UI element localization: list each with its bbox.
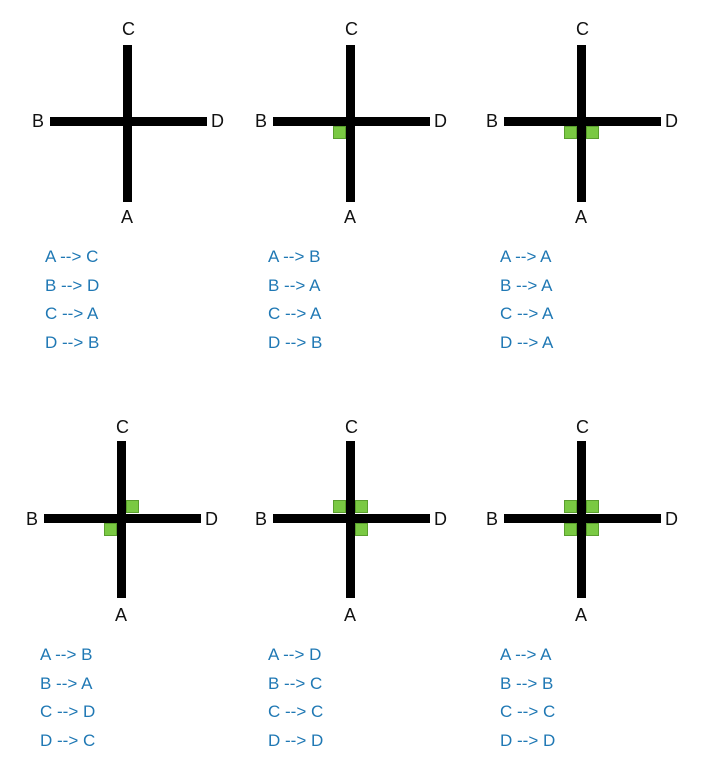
occupied-cell (586, 126, 599, 139)
label-right: D (665, 111, 678, 131)
occupied-cell (564, 126, 577, 139)
rule-item: A --> C (45, 247, 99, 266)
label-left: B (486, 111, 499, 131)
label-right: D (205, 509, 218, 529)
occupied-cell (586, 500, 599, 513)
horizontal-road (50, 117, 207, 126)
label-left: B (26, 509, 39, 529)
rule-item: C --> D (40, 702, 96, 721)
label-bottom: A (121, 207, 134, 227)
occupied-cell (104, 523, 117, 536)
occupied-cell (586, 523, 599, 536)
rule-item: D --> B (268, 332, 323, 352)
rule-item: C --> A (500, 304, 554, 323)
label-right: D (434, 509, 447, 529)
rules-list: A --> B B --> A C --> A D --> B (268, 243, 322, 357)
rules-list: A --> C B --> D C --> A D --> B (45, 243, 99, 357)
label-bottom: A (344, 605, 357, 625)
rules-list: A --> B B --> A C --> D D --> C (40, 641, 95, 755)
occupied-cell (333, 126, 346, 139)
label-top: C (576, 417, 589, 437)
label-top: C (345, 417, 358, 437)
rule-item: C --> C (500, 702, 556, 721)
horizontal-road (273, 514, 430, 523)
occupied-cell (564, 523, 577, 536)
rules-list: A --> A B --> A C --> A D --> A (500, 243, 553, 357)
rules-list: A --> D B --> C C --> C D --> D (268, 641, 323, 755)
rule-item: A --> B (268, 247, 321, 266)
rules-list: A --> A B --> B C --> C D --> D (500, 641, 555, 755)
label-bottom: A (575, 605, 588, 625)
label-left: B (255, 111, 268, 131)
label-bottom: A (575, 207, 588, 227)
rule-item: B --> A (40, 673, 93, 693)
label-top: C (122, 19, 135, 39)
rule-item: B --> A (268, 275, 321, 295)
label-left: B (255, 509, 268, 529)
label-bottom: A (115, 605, 128, 625)
occupied-cell (355, 500, 368, 513)
label-right: D (665, 509, 678, 529)
rule-item: D --> B (45, 332, 100, 352)
horizontal-road (44, 514, 201, 523)
occupied-cell (126, 500, 139, 513)
rule-item: C --> A (45, 304, 99, 323)
rule-item: D --> A (500, 332, 554, 352)
occupied-cell (355, 523, 368, 536)
occupied-cell (333, 500, 346, 513)
rule-item: B --> D (45, 275, 100, 295)
label-top: C (576, 19, 589, 39)
label-top: C (345, 19, 358, 39)
rule-item: A --> B (40, 645, 93, 664)
label-top: C (116, 417, 129, 437)
rule-item: B --> A (500, 275, 553, 295)
rule-item: D --> D (268, 730, 324, 750)
rule-item: D --> C (40, 730, 96, 750)
horizontal-road (504, 514, 661, 523)
rule-item: B --> C (268, 673, 323, 693)
rule-item: D --> D (500, 730, 556, 750)
label-right: D (434, 111, 447, 131)
horizontal-road (273, 117, 430, 126)
rule-item: A --> D (268, 645, 322, 664)
occupied-cell (564, 500, 577, 513)
horizontal-road (504, 117, 661, 126)
label-bottom: A (344, 207, 357, 227)
label-right: D (211, 111, 224, 131)
label-left: B (32, 111, 45, 131)
label-left: B (486, 509, 499, 529)
rule-item: C --> C (268, 702, 324, 721)
rule-item: C --> A (268, 304, 322, 323)
rule-item: B --> B (500, 673, 554, 693)
rule-item: A --> A (500, 645, 552, 664)
rule-item: A --> A (500, 247, 552, 266)
